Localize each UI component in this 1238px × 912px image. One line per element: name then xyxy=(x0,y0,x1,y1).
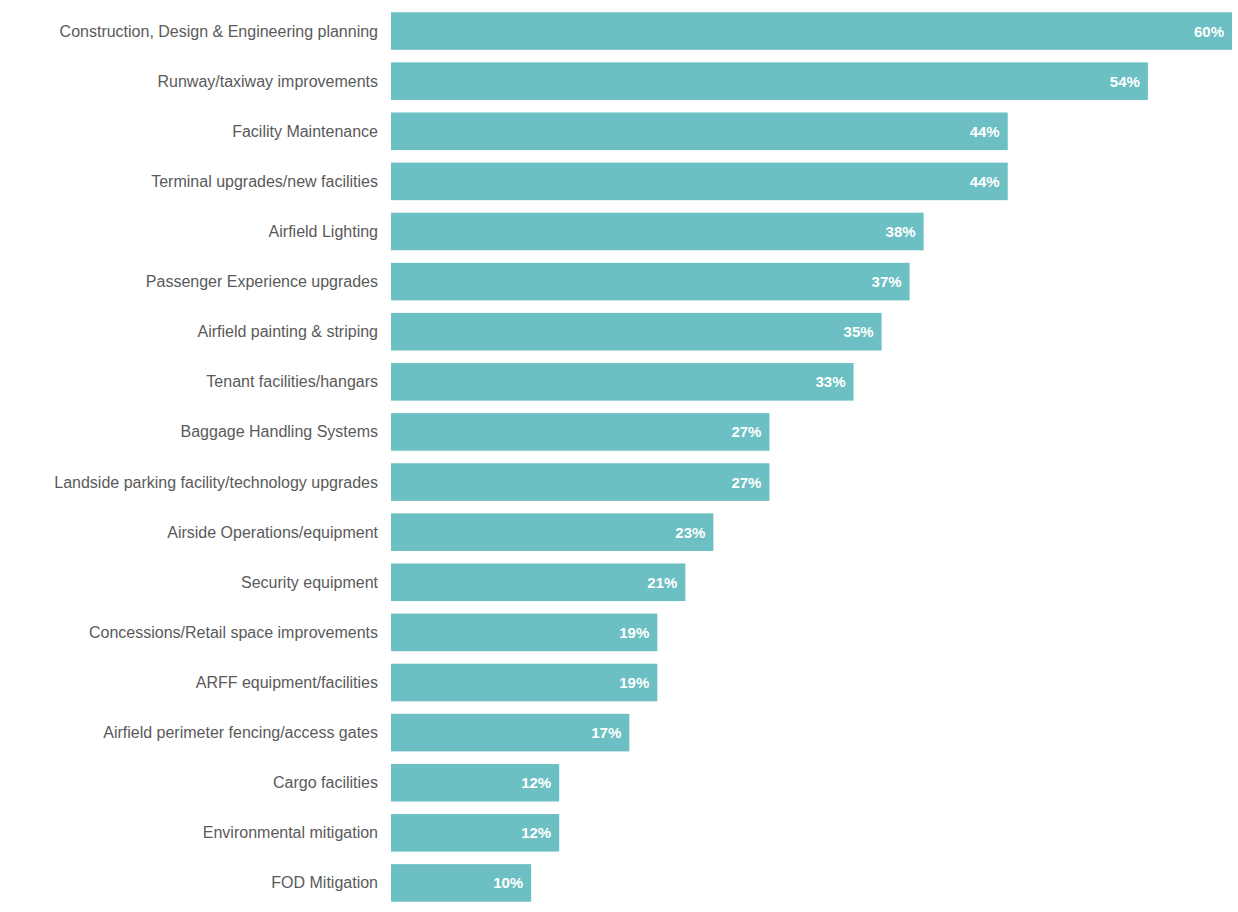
category-label: Security equipment xyxy=(241,574,379,591)
bar xyxy=(391,163,1008,201)
data-label: 38% xyxy=(886,223,916,240)
bar xyxy=(391,614,657,652)
bars xyxy=(391,12,1232,901)
category-label: Facility Maintenance xyxy=(232,123,378,140)
category-label: Cargo facilities xyxy=(273,774,378,791)
data-label: 10% xyxy=(493,874,523,891)
category-label: Runway/taxiway improvements xyxy=(157,73,378,90)
data-label: 19% xyxy=(619,624,649,641)
bar xyxy=(391,112,1008,150)
bar xyxy=(391,563,685,601)
category-label: Passenger Experience upgrades xyxy=(146,273,378,290)
bar xyxy=(391,363,854,401)
category-label: Construction, Design & Engineering plann… xyxy=(60,23,378,40)
category-label: Landside parking facility/technology upg… xyxy=(54,474,378,491)
bar xyxy=(391,814,559,852)
category-label: ARFF equipment/facilities xyxy=(196,674,378,691)
category-label: Airfield perimeter fencing/access gates xyxy=(103,724,378,741)
category-label: Environmental mitigation xyxy=(203,824,378,841)
data-labels: 60% 54% 44% 44% 38% 37% 35% 33% 27% 27% 23% 21% 19% 1… xyxy=(493,23,1224,892)
category-label: Airside Operations/equipment xyxy=(167,524,378,541)
data-label: 21% xyxy=(647,574,677,591)
bar xyxy=(391,62,1148,100)
data-label: 19% xyxy=(619,674,649,691)
data-label: 33% xyxy=(816,373,846,390)
data-label: 44% xyxy=(970,173,1000,190)
category-label: Terminal upgrades/new facilities xyxy=(151,173,378,190)
bar xyxy=(391,664,657,702)
bar xyxy=(391,213,924,251)
data-label: 27% xyxy=(731,474,761,491)
bar xyxy=(391,463,769,501)
data-label: 37% xyxy=(872,273,902,290)
bar xyxy=(391,313,882,351)
bar xyxy=(391,263,910,301)
data-label: 12% xyxy=(521,824,551,841)
data-label: 27% xyxy=(731,423,761,440)
bar xyxy=(391,413,769,451)
category-label: Airfield painting & striping xyxy=(197,323,378,340)
chart: Construction, Design & Engineering plann… xyxy=(0,0,1238,912)
data-label: 12% xyxy=(521,774,551,791)
bar xyxy=(391,864,531,902)
category-label: Baggage Handling Systems xyxy=(181,423,378,440)
data-label: 54% xyxy=(1110,73,1140,90)
category-label: Concessions/Retail space improvements xyxy=(89,624,378,641)
data-label: 35% xyxy=(844,323,874,340)
data-label: 17% xyxy=(591,724,621,741)
bar xyxy=(391,764,559,802)
category-label: Airfield Lighting xyxy=(269,223,378,240)
bar xyxy=(391,12,1232,50)
data-label: 60% xyxy=(1194,23,1224,40)
data-label: 44% xyxy=(970,123,1000,140)
bar xyxy=(391,714,629,752)
category-label: Tenant facilities/hangars xyxy=(206,373,378,390)
category-label: FOD Mitigation xyxy=(271,874,378,891)
data-label: 23% xyxy=(675,524,705,541)
bar xyxy=(391,513,713,551)
category-labels: Construction, Design & Engineering plann… xyxy=(54,23,378,892)
